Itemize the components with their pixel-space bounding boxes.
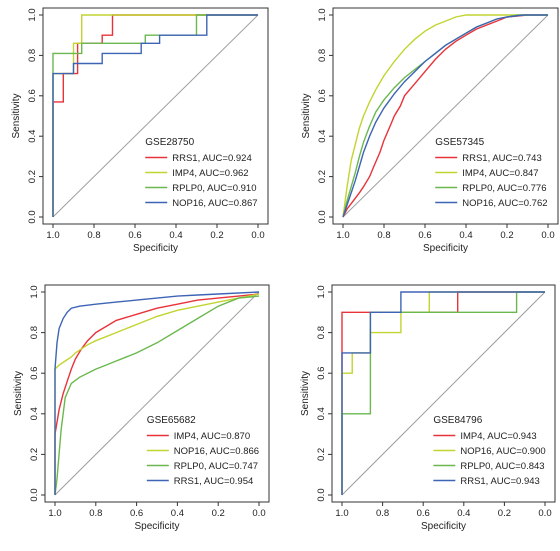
dataset-label: GSE84796 <box>433 415 482 426</box>
y-axis-label: Sensitivity <box>13 371 24 416</box>
dataset-label: GSE57345 <box>435 137 484 148</box>
roc-curve-nop16 <box>342 14 548 218</box>
legend-entry: IMP4, AUC=0.962 <box>172 168 248 179</box>
legend-entry: RPLP0, AUC=0.776 <box>462 183 546 194</box>
y-tick-label: 0.4 <box>29 407 40 420</box>
y-tick-label: 0.2 <box>317 170 328 183</box>
y-tick-label: 0.0 <box>316 488 327 501</box>
plot-frame <box>332 7 559 225</box>
x-tick-label: 0.0 <box>541 230 554 241</box>
legend-entry: NOP16, AUC=0.900 <box>460 446 545 457</box>
reference-diagonal <box>341 291 546 496</box>
x-tick-label: 0.8 <box>89 508 102 519</box>
y-tick-label: 0.0 <box>317 210 328 223</box>
legend-entry: NOP16, AUC=0.867 <box>172 198 257 209</box>
y-tick-label: 1.0 <box>27 8 38 21</box>
roc-panel-2: 1.0 0.8 0.6 0.4 0.2 0.0 0.0 0.2 0.4 0.6 0.8 1.0 Spec… <box>301 7 559 254</box>
x-tick-label: 0.0 <box>538 508 551 519</box>
roc-curve-nop16 <box>54 293 260 495</box>
y-tick-label: 0.6 <box>316 367 327 380</box>
x-tick-label: 0.6 <box>128 230 141 241</box>
roc-panel-3: 1.0 0.8 0.6 0.4 0.2 0.0 0.0 0.2 0.4 0.6 0.8 1.0 Spec… <box>13 284 270 532</box>
roc-curve-nop16 <box>52 14 258 217</box>
x-axis-label: Specificity <box>421 521 466 532</box>
y-tick-label: 0.4 <box>317 130 328 143</box>
y-tick-label: 0.2 <box>27 170 38 183</box>
y-tick-label: 0.8 <box>317 49 328 62</box>
roc-curve-rrs1 <box>54 291 260 495</box>
y-tick-label: 0.8 <box>29 326 40 339</box>
y-tick-label: 1.0 <box>316 285 327 298</box>
y-tick-label: 0.8 <box>27 49 38 62</box>
y-tick-label: 0.8 <box>316 326 327 339</box>
y-tick-label: 1.0 <box>29 285 40 298</box>
x-tick-label: 1.0 <box>336 230 349 241</box>
y-tick-label: 0.6 <box>317 89 328 102</box>
y-tick-label: 0.0 <box>27 210 38 223</box>
x-tick-label: 1.0 <box>48 508 61 519</box>
legend-entry: IMP4, AUC=0.870 <box>174 431 250 442</box>
x-axis-label: Specificity <box>133 243 178 254</box>
plot-frame <box>42 7 269 225</box>
y-tick-label: 0.0 <box>29 488 40 501</box>
legend-entry: RRS1, AUC=0.954 <box>174 476 253 487</box>
y-axis-label: Sensitivity <box>301 93 312 138</box>
x-tick-label: 1.0 <box>335 508 348 519</box>
dataset-label: GSE28750 <box>145 137 194 148</box>
legend-entry: NOP16, AUC=0.762 <box>462 198 547 209</box>
x-tick-label: 0.6 <box>417 508 430 519</box>
roc-curve-imp4 <box>342 14 548 218</box>
legend-entry: IMP4, AUC=0.847 <box>462 168 538 179</box>
y-tick-label: 0.6 <box>29 367 40 380</box>
x-tick-label: 0.0 <box>251 230 264 241</box>
legend-entry: RRS1, AUC=0.943 <box>460 476 539 487</box>
reference-diagonal <box>342 14 549 218</box>
roc-curve-rplp0 <box>54 295 260 496</box>
y-tick-label: 0.4 <box>27 130 38 143</box>
legend-entry: RPLP0, AUC=0.747 <box>174 461 258 472</box>
legend-entry: IMP4, AUC=0.943 <box>460 431 536 442</box>
x-tick-label: 0.2 <box>212 508 225 519</box>
x-tick-label: 0.8 <box>377 230 390 241</box>
y-tick-label: 0.2 <box>29 448 40 461</box>
legend-entry: RRS1, AUC=0.743 <box>462 153 541 164</box>
x-tick-label: 0.2 <box>500 230 513 241</box>
y-axis-label: Sensitivity <box>300 371 311 416</box>
x-tick-label: 0.4 <box>171 508 184 519</box>
x-tick-label: 0.0 <box>252 508 265 519</box>
x-tick-label: 0.8 <box>376 508 389 519</box>
reference-diagonal <box>54 291 260 496</box>
x-axis-label: Specificity <box>423 243 468 254</box>
x-tick-label: 0.2 <box>498 508 511 519</box>
roc-curve-imp4 <box>54 293 260 495</box>
x-tick-label: 0.2 <box>210 230 223 241</box>
x-tick-label: 0.4 <box>459 230 472 241</box>
x-tick-label: 0.4 <box>457 508 470 519</box>
reference-diagonal <box>52 14 259 218</box>
x-tick-label: 0.8 <box>87 230 100 241</box>
plot-frame <box>331 284 556 503</box>
roc-curve-rrs1 <box>342 14 548 218</box>
y-axis-label: Sensitivity <box>11 93 22 138</box>
legend-entry: NOP16, AUC=0.866 <box>174 446 259 457</box>
y-tick-label: 0.2 <box>316 448 327 461</box>
legend-entry: RRS1, AUC=0.924 <box>172 153 251 164</box>
x-tick-label: 0.6 <box>130 508 143 519</box>
roc-panel-1: 1.0 0.8 0.6 0.4 0.2 0.0 0.0 0.2 0.4 0.6 0.8 1.0 Spec… <box>11 7 269 254</box>
legend-entry: RPLP0, AUC=0.910 <box>172 183 256 194</box>
roc-panel-4: 1.0 0.8 0.6 0.4 0.2 0.0 0.0 0.2 0.4 0.6 0.8 1.0 Spec… <box>300 284 556 532</box>
x-tick-label: 0.4 <box>169 230 182 241</box>
y-tick-label: 0.6 <box>27 89 38 102</box>
y-tick-label: 1.0 <box>317 8 328 21</box>
legend-entry: RPLP0, AUC=0.843 <box>460 461 544 472</box>
plot-frame <box>44 284 270 503</box>
x-axis-label: Specificity <box>134 521 179 532</box>
dataset-label: GSE65682 <box>147 415 196 426</box>
roc-curve-rrs1 <box>341 291 545 495</box>
x-tick-label: 0.6 <box>418 230 431 241</box>
x-tick-label: 1.0 <box>46 230 59 241</box>
y-tick-label: 0.4 <box>316 407 327 420</box>
